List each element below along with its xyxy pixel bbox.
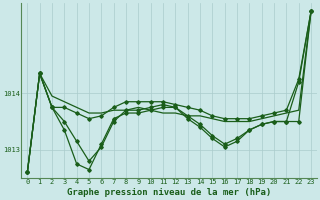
X-axis label: Graphe pression niveau de la mer (hPa): Graphe pression niveau de la mer (hPa)	[67, 188, 271, 197]
